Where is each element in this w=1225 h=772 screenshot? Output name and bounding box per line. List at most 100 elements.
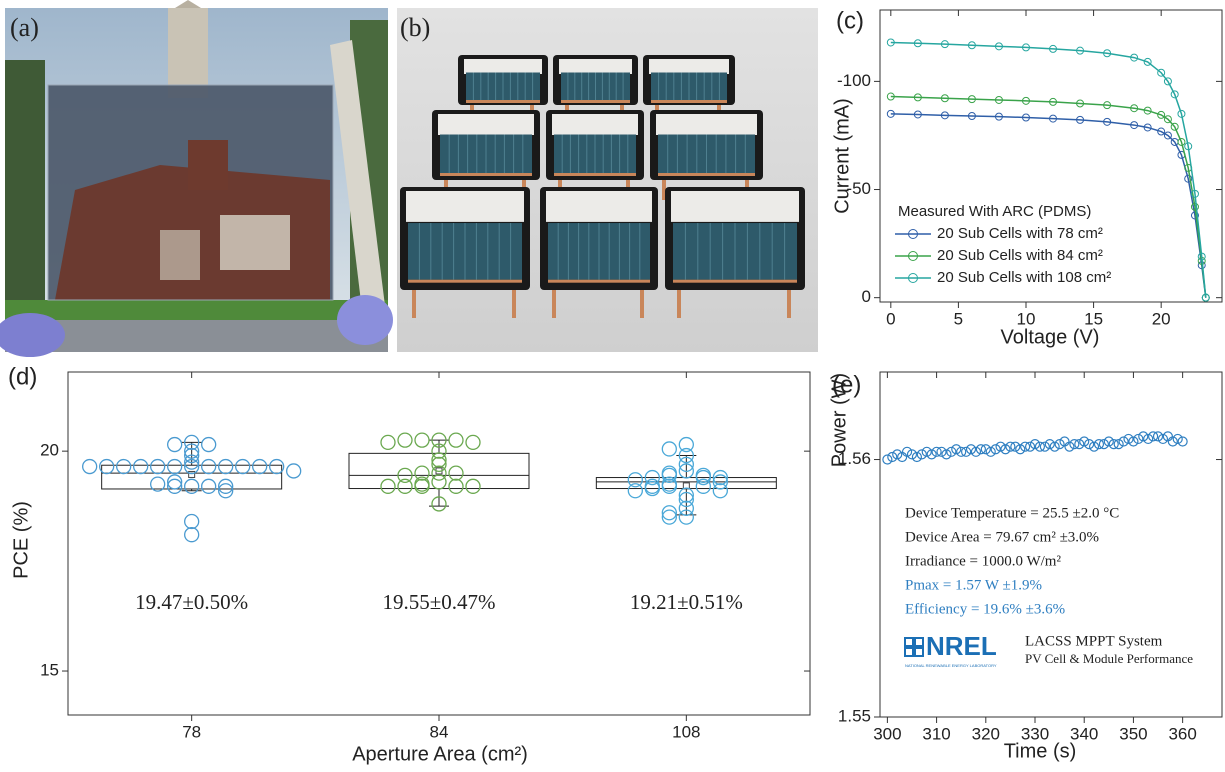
data-point: [219, 460, 233, 474]
data-point: [185, 479, 199, 493]
copper-strip: [673, 280, 797, 283]
copper-strip: [658, 173, 755, 176]
module-glass: [649, 59, 729, 74]
logo-square: [905, 638, 913, 646]
legend-label: 20 Sub Cells with 84 cm²: [937, 247, 1103, 264]
data-point: [168, 460, 182, 474]
copper-lead: [640, 290, 644, 318]
logo-subtitle: NATIONAL RENEWABLE ENERGY LABORATORY: [905, 663, 997, 668]
module-glass: [546, 191, 652, 222]
data-point: [287, 464, 301, 478]
logo-square: [905, 648, 913, 656]
data-point: [628, 484, 642, 498]
panel-label: (d): [8, 363, 37, 390]
logo-square: [915, 638, 923, 646]
y-tick-label: -50: [846, 179, 871, 198]
data-point: [696, 479, 710, 493]
data-point: [466, 479, 480, 493]
data-point: [415, 433, 429, 447]
annotation: Pmax = 1.57 W ±1.9%: [905, 577, 1042, 593]
data-point: [679, 438, 693, 452]
module-glass: [464, 59, 542, 74]
logo-name: NREL: [926, 631, 997, 661]
legend-title: Measured With ARC (PDMS): [898, 203, 1091, 220]
data-point: [432, 475, 446, 489]
data-point: [628, 473, 642, 487]
copper-strip: [466, 100, 540, 103]
module-glass: [559, 59, 632, 74]
annotation: 19.55±0.47%: [382, 590, 495, 614]
photo-a: [0, 0, 393, 357]
copper-strip: [651, 100, 727, 103]
copper-lead: [677, 290, 681, 318]
y-tick-label: 0: [862, 287, 871, 306]
x-axis-label: Voltage (V): [1001, 326, 1100, 348]
annotation: Device Temperature = 25.5 ±2.0 °C: [905, 505, 1119, 521]
y-tick-label: -100: [837, 71, 871, 90]
x-tick-label: 310: [922, 724, 950, 743]
data-point: [202, 438, 216, 452]
y-tick-label: 15: [40, 661, 59, 680]
y-axis-label: PCE (%): [10, 501, 32, 579]
copper-lead: [412, 290, 416, 318]
data-point: [185, 528, 199, 542]
x-tick-label: 300: [873, 724, 901, 743]
data-point: [381, 435, 395, 449]
data-point: [466, 435, 480, 449]
x-tick-label: 108: [672, 722, 700, 741]
data-point: [662, 442, 676, 456]
data-point: [202, 479, 216, 493]
x-tick-label: 84: [430, 722, 449, 741]
copper-strip: [408, 280, 522, 283]
copper-strip: [440, 173, 532, 176]
module-glass: [406, 191, 524, 222]
y-tick-label: 20: [40, 441, 59, 460]
module-glass: [656, 114, 757, 135]
annotation: 19.21±0.51%: [630, 590, 743, 614]
x-tick-label: 15: [1084, 309, 1103, 328]
x-tick-label: 20: [1152, 309, 1171, 328]
y-tick-label: 1.56: [838, 449, 871, 468]
annotation: Irradiance = 1000.0 W/m²: [905, 553, 1061, 569]
data-point: [83, 460, 97, 474]
x-tick-label: 360: [1168, 724, 1196, 743]
data-point: [134, 460, 148, 474]
figure: (a) (b) (c)Voltage (V)Current (mA)0-50-1…: [0, 0, 1225, 767]
legend-label: 20 Sub Cells with 108 cm²: [937, 269, 1111, 286]
x-tick-label: 320: [972, 724, 1000, 743]
system-label: LACSS MPPT System: [1025, 633, 1163, 649]
system-label: PV Cell & Module Performance: [1025, 651, 1193, 666]
x-axis-label: Aperture Area (cm²): [352, 743, 528, 765]
data-point: [236, 460, 250, 474]
data-point: [415, 466, 429, 480]
data-point: [151, 460, 165, 474]
data-point: [449, 433, 463, 447]
panel-label: (a): [10, 13, 39, 42]
y-tick-label: 1.55: [838, 706, 871, 725]
data-point: [117, 460, 131, 474]
plot-frame: [68, 372, 810, 715]
panel-label: (c): [836, 7, 864, 34]
x-axis-label: Time (s): [1004, 740, 1077, 762]
x-tick-label: 10: [1017, 309, 1036, 328]
copper-lead: [512, 290, 516, 318]
data-point: [398, 479, 412, 493]
data-point: [202, 460, 216, 474]
copper-strip: [561, 100, 630, 103]
data-point: [449, 479, 463, 493]
copper-lead: [552, 290, 556, 318]
x-tick-label: 5: [954, 309, 963, 328]
x-tick-label: 78: [182, 722, 201, 741]
data-point: [398, 433, 412, 447]
x-tick-label: 340: [1070, 724, 1098, 743]
x-tick-label: 350: [1119, 724, 1147, 743]
data-point: [449, 466, 463, 480]
series-line: [891, 97, 1206, 298]
data-point: [381, 479, 395, 493]
copper-strip: [554, 173, 636, 176]
data-point: [185, 515, 199, 529]
module-glass: [671, 191, 799, 222]
photo-b: [397, 8, 818, 352]
data-point: [168, 438, 182, 452]
x-tick-label: 0: [886, 309, 895, 328]
